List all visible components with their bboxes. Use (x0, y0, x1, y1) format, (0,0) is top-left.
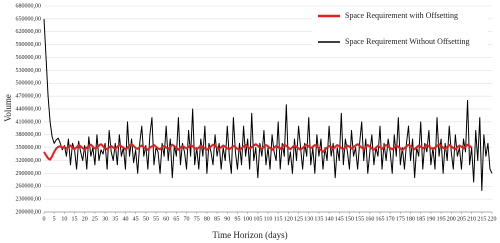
x-tick-label: 60 (163, 216, 169, 222)
x-tick-label: 120 (284, 216, 293, 222)
x-axis-label: Time Horizon (days) (212, 230, 287, 240)
x-tick-label: 85 (214, 216, 220, 222)
x-tick-label: 50 (143, 216, 149, 222)
x-tick-label: 115 (274, 216, 283, 222)
y-tick-label: 410000,00 (16, 119, 42, 125)
x-tick-label: 30 (102, 216, 108, 222)
x-tick-label: 35 (112, 216, 118, 222)
y-tick-label: 620000,00 (16, 29, 42, 35)
x-tick-label: 135 (314, 216, 323, 222)
x-tick-label: 55 (153, 216, 159, 222)
x-tick-label: 0 (43, 216, 46, 222)
y-tick-label: 260000,00 (16, 184, 42, 190)
y-tick-label: 500000,00 (16, 81, 42, 87)
x-tick-label: 40 (122, 216, 128, 222)
series-line (43, 143, 473, 161)
y-tick-label: 320000,00 (16, 158, 42, 164)
x-tick-label: 190 (426, 216, 435, 222)
x-tick-label: 80 (204, 216, 210, 222)
legend-label: Space Requirement Without Offsetting (345, 37, 469, 46)
x-tick-label: 145 (335, 216, 344, 222)
x-tick-label: 110 (264, 216, 273, 222)
x-tick-label: 175 (396, 216, 405, 222)
x-tick-label: 125 (294, 216, 303, 222)
x-tick-label: 95 (234, 216, 240, 222)
x-tick-label: 70 (184, 216, 190, 222)
x-tick-label: 180 (406, 216, 415, 222)
x-tick-label: 20 (82, 216, 88, 222)
y-tick-label: 230000,00 (16, 197, 42, 203)
x-tick-label: 155 (355, 216, 364, 222)
x-tick-label: 25 (92, 216, 98, 222)
x-tick-label: 90 (224, 216, 230, 222)
x-tick-label: 205 (457, 216, 466, 222)
y-tick-label: 530000,00 (16, 68, 42, 74)
x-tick-label: 140 (325, 216, 334, 222)
x-tick-label: 100 (243, 216, 252, 222)
x-tick-label: 45 (133, 216, 139, 222)
y-tick-label: 680000,00 (16, 3, 42, 9)
y-tick-label: 290000,00 (16, 171, 42, 177)
x-tick-label: 150 (345, 216, 354, 222)
x-tick-label: 15 (72, 216, 78, 222)
x-tick-label: 215 (477, 216, 486, 222)
x-tick-label: 195 (437, 216, 446, 222)
x-tick-label: 170 (386, 216, 395, 222)
x-tick-label: 105 (253, 216, 262, 222)
y-tick-label: 560000,00 (16, 55, 42, 61)
y-tick-label: 200000,00 (16, 209, 42, 215)
y-tick-label: 350000,00 (16, 145, 42, 151)
legend-label: Space Requirement with Offsetting (345, 11, 458, 20)
y-tick-label: 590000,00 (16, 42, 42, 48)
x-tick-label: 75 (194, 216, 200, 222)
x-tick-label: 200 (447, 216, 456, 222)
x-tick-label: 130 (304, 216, 313, 222)
x-tick-label: 220 (488, 216, 497, 222)
x-tick-label: 185 (416, 216, 425, 222)
x-tick-label: 160 (365, 216, 374, 222)
x-tick-label: 5 (53, 216, 56, 222)
x-tick-label: 165 (376, 216, 385, 222)
y-tick-label: 380000,00 (16, 132, 42, 138)
y-tick-label: 650000,00 (16, 16, 42, 22)
x-tick-label: 10 (61, 216, 67, 222)
x-tick-label: 65 (173, 216, 179, 222)
y-tick-label: 440000,00 (16, 106, 42, 112)
y-tick-label: 470000,00 (16, 94, 42, 100)
legend-box (312, 7, 488, 51)
x-tick-label: 210 (467, 216, 476, 222)
y-axis-label: Volume (3, 94, 13, 122)
